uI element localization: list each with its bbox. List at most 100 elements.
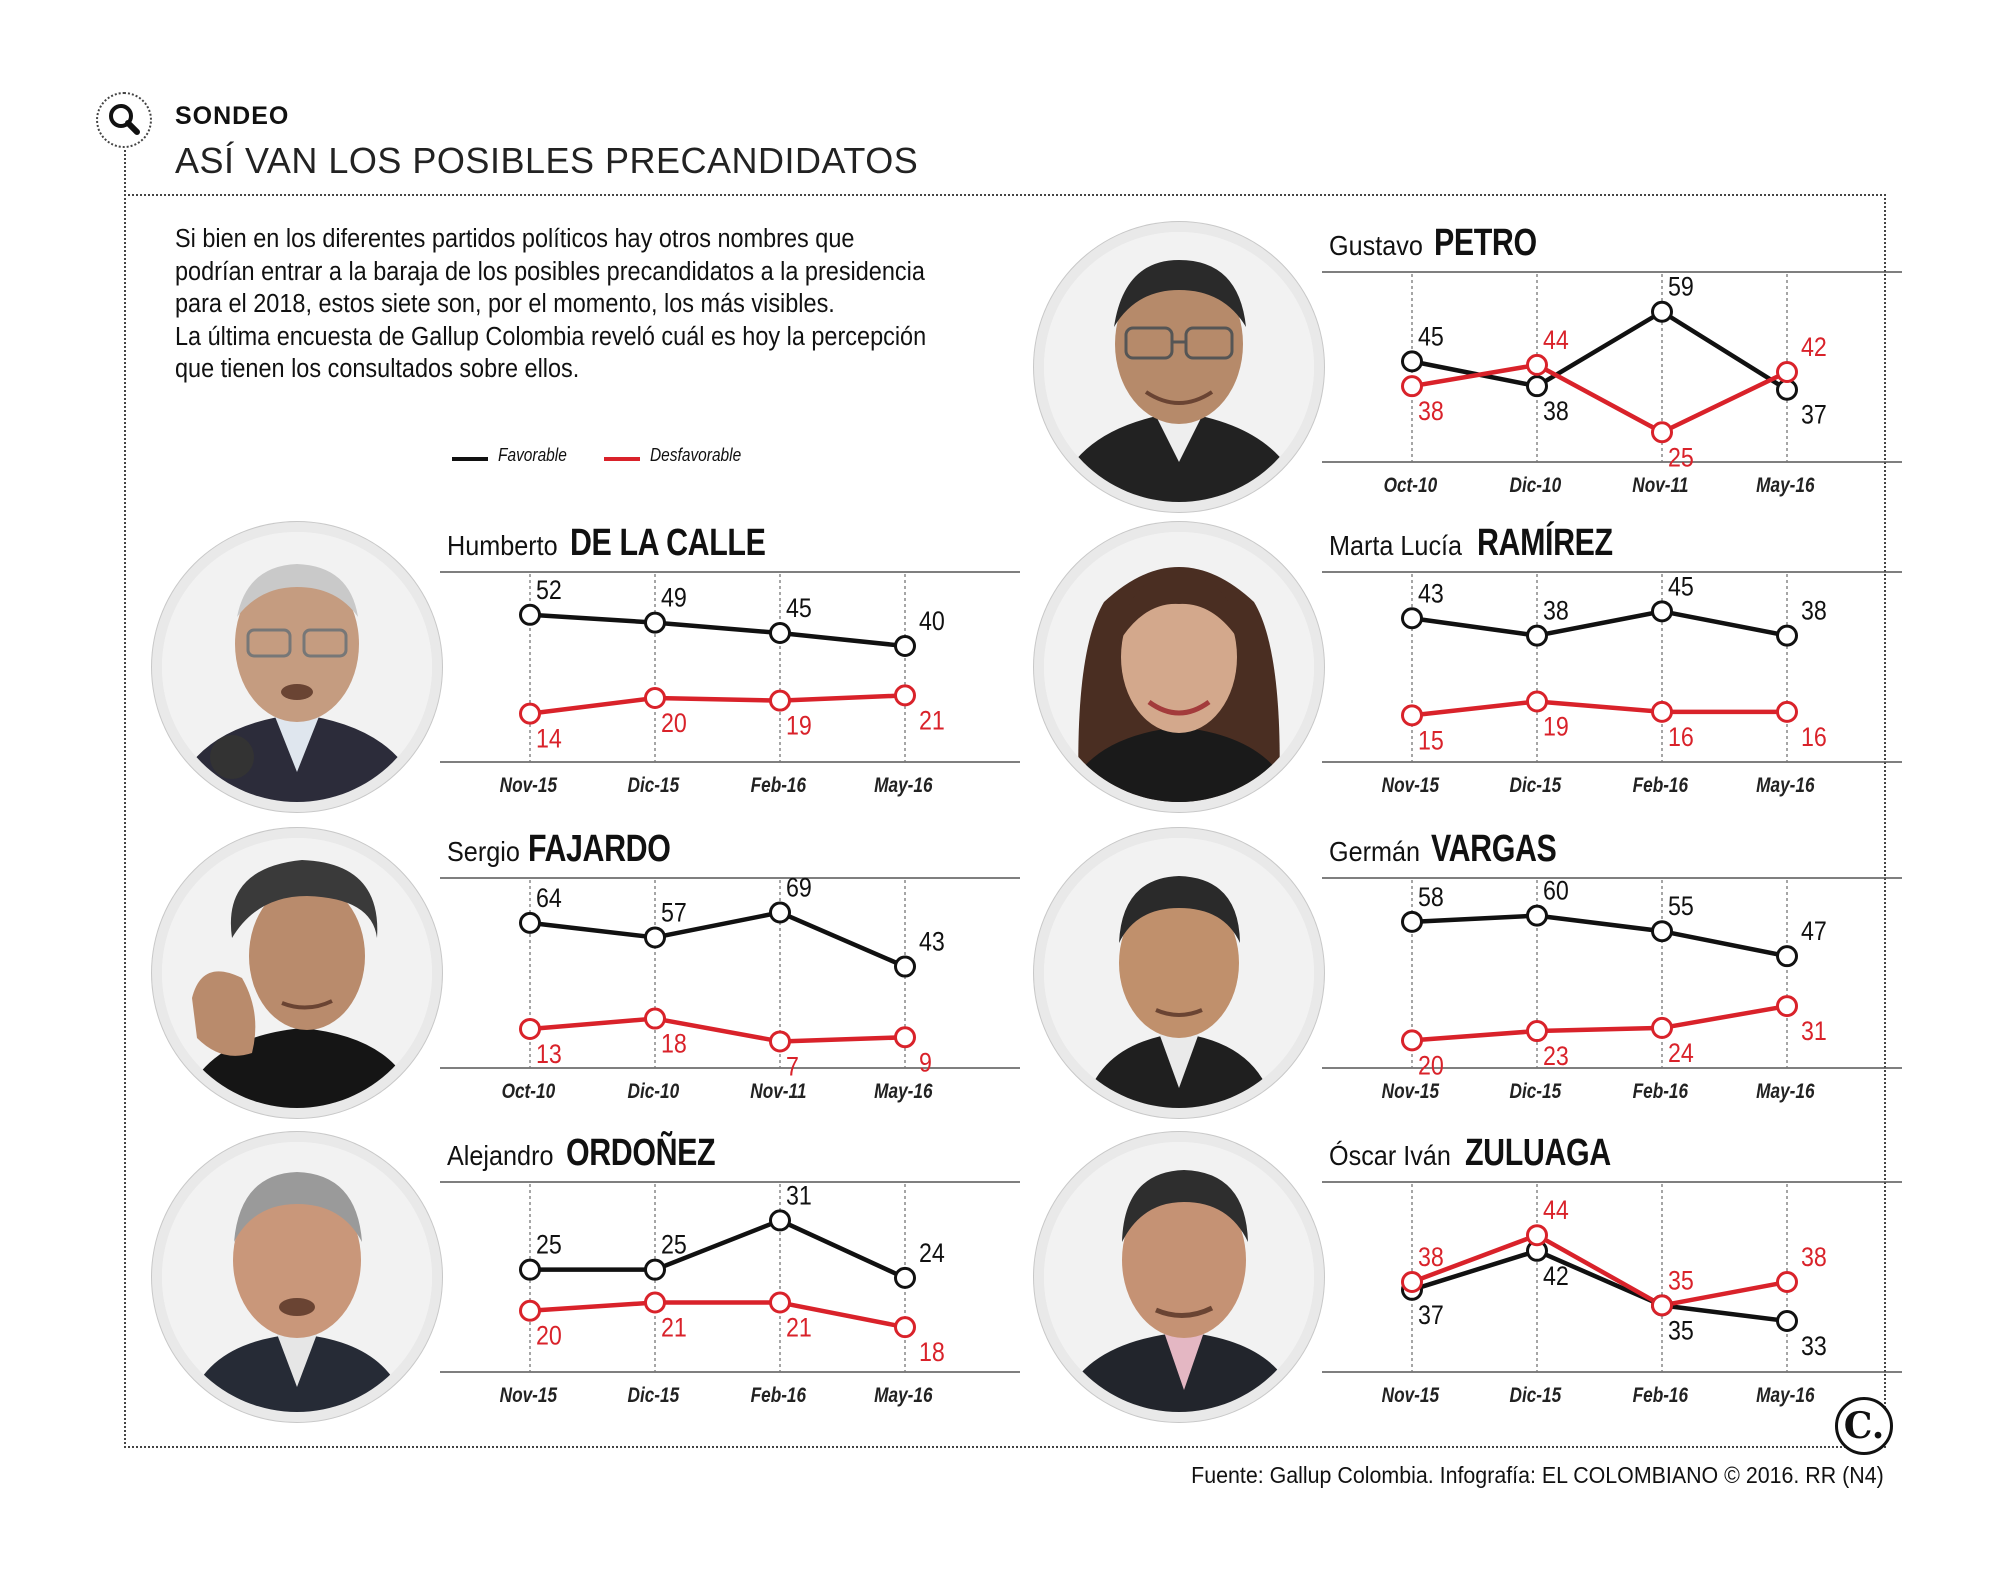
data-label: 25 (536, 1230, 562, 1260)
chart-zuluaga: Nov-15 Dic-15 Feb-16 May-16 37 42 35 33 38 44 35 38 (1322, 1181, 1902, 1408)
tick-label: May-16 (1756, 1385, 1815, 1408)
data-label: 18 (661, 1029, 687, 1059)
candidate-panel-petro: Gustavo PETRO Oct-10 Dic-10 Nov-11 May-16 45… (1034, 222, 2000, 522)
first-name: Marta Lucía (1329, 530, 1463, 561)
data-point (519, 1258, 541, 1281)
series-line-favorable (529, 612, 906, 649)
data-point (519, 1299, 541, 1322)
chart-ramirez: Nov-15 Dic-15 Feb-16 May-16 43 38 45 38 15 19 16 16 (1322, 571, 1902, 798)
data-label: 14 (536, 724, 562, 754)
data-label: 16 (1801, 722, 1827, 752)
data-label: 37 (1801, 400, 1827, 430)
data-label: 19 (1543, 712, 1569, 742)
legend-swatch-favorable (452, 457, 488, 461)
chart-ordonez: Nov-15 Dic-15 Feb-16 May-16 25 25 31 24 20 21 21 18 (440, 1181, 1020, 1408)
series-line-favorable (1411, 913, 1788, 959)
data-label: 9 (919, 1048, 932, 1078)
data-label: 57 (661, 898, 687, 928)
data-label: 35 (1668, 1266, 1694, 1296)
candidate-name-petro: Gustavo PETRO (1329, 222, 1562, 266)
data-label: 55 (1668, 892, 1694, 922)
data-point (1776, 378, 1798, 401)
intro-line: La última encuesta de Gallup Colombia re… (175, 322, 927, 351)
series-line-favorable (530, 1218, 906, 1280)
tick-label: Dic-15 (1510, 1385, 1562, 1408)
candidate-panel-ordonez: Alejandro ORDOÑEZ Nov-15 Dic-15 Feb-16 May-… (152, 1132, 1152, 1432)
data-label: 42 (1543, 1261, 1569, 1291)
data-point (1401, 1271, 1423, 1293)
data-label: 43 (1418, 579, 1444, 609)
data-point (1651, 600, 1673, 623)
infographic-frame (124, 194, 1886, 1448)
candidate-name-de-la-calle: Humberto DE LA CALLE (447, 522, 815, 566)
data-point (1401, 375, 1423, 398)
candidate-photo-ordonez (152, 1132, 442, 1422)
tick-label: May-16 (874, 1081, 933, 1104)
series-line-favorable (1411, 609, 1788, 638)
last-name: ORDOÑEZ (565, 1132, 716, 1174)
data-label: 60 (1543, 876, 1569, 906)
tick-label: Dic-15 (1510, 775, 1562, 798)
candidate-name-ramirez: Marta Lucía RAMÍREZ (1329, 522, 1647, 566)
source-credit: Fuente: Gallup Colombia. Infografía: EL … (1191, 1462, 1884, 1488)
data-label: 44 (1543, 325, 1569, 355)
data-point (1651, 300, 1673, 323)
first-name: Humberto (447, 530, 558, 561)
candidate-photo-vargas (1034, 828, 1324, 1118)
intro-line: que tienen los consultados sobre ellos. (175, 355, 580, 383)
data-point (894, 684, 916, 707)
data-point (769, 622, 791, 644)
data-label: 38 (1418, 1242, 1444, 1272)
tick-label: Oct-10 (1384, 475, 1438, 498)
data-point (644, 611, 666, 634)
data-label: 52 (536, 575, 562, 605)
data-label: 37 (1418, 1300, 1444, 1330)
data-point (1776, 1271, 1798, 1293)
last-name: RAMÍREZ (1477, 522, 1613, 564)
tick-label: Nov-15 (500, 1385, 558, 1408)
el-colombiano-logo: C. (1835, 1397, 1893, 1455)
data-label: 44 (1543, 1196, 1569, 1226)
data-label: 13 (536, 1039, 562, 1069)
data-point (1526, 624, 1548, 647)
data-label: 20 (661, 708, 687, 738)
data-point (1776, 624, 1798, 647)
tick-label: Feb-16 (1633, 1081, 1689, 1104)
first-name: Óscar Iván (1329, 1140, 1451, 1171)
candidate-panel-ramirez: Marta Lucía RAMÍREZ Nov-15 Dic-15 Feb-16 Ma… (1034, 522, 2000, 822)
data-point (1651, 920, 1673, 943)
data-point (1401, 607, 1423, 630)
last-name: FAJARDO (528, 828, 671, 870)
data-label: 45 (1668, 572, 1694, 602)
tick-label: Nov-15 (1382, 775, 1440, 798)
data-label: 25 (1668, 443, 1694, 473)
tick-label: Dic-15 (628, 1385, 680, 1408)
data-point (1776, 1310, 1798, 1332)
last-name: PETRO (1433, 222, 1537, 264)
data-label: 31 (1801, 1016, 1827, 1046)
data-label: 64 (536, 883, 562, 913)
data-point (1776, 361, 1798, 383)
data-label: 16 (1668, 722, 1694, 752)
data-label: 19 (786, 711, 812, 741)
series-line-desfavorable (529, 1016, 906, 1044)
data-label: 45 (786, 593, 812, 623)
data-point (894, 1316, 916, 1339)
data-point (894, 1026, 916, 1049)
data-label: 42 (1801, 332, 1827, 362)
data-point (1526, 353, 1548, 376)
first-name: Sergio (447, 836, 520, 867)
data-point (1526, 1020, 1548, 1043)
first-name: Alejandro (447, 1140, 554, 1171)
tick-label: May-16 (874, 1385, 933, 1408)
last-name: ZULUAGA (1464, 1132, 1611, 1174)
data-point (1526, 904, 1548, 927)
headline: ASÍ VAN LOS POSIBLES PRECANDIDATOS (175, 140, 919, 181)
data-point (519, 702, 541, 725)
data-point (1401, 910, 1423, 933)
data-point (1776, 945, 1798, 968)
data-label: 45 (1418, 322, 1444, 352)
last-name: VARGAS (1430, 828, 1557, 870)
data-point (519, 911, 541, 934)
candidate-photo-de-la-calle (152, 522, 442, 812)
